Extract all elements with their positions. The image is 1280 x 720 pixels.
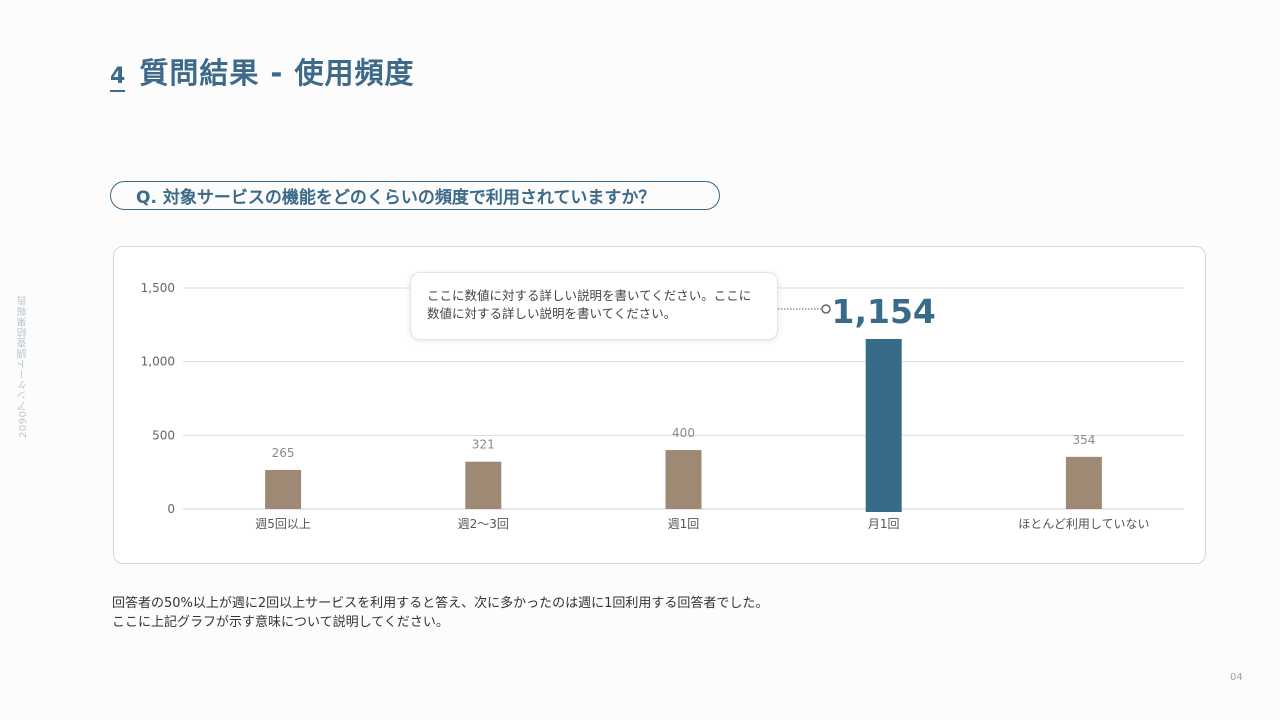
page-number: 04 bbox=[1230, 672, 1243, 683]
summary-line-2: ここに上記グラフが示す意味について説明してください。 bbox=[112, 615, 449, 630]
bar bbox=[865, 338, 902, 512]
bar bbox=[265, 469, 302, 509]
summary-line-1: 回答者の50%以上が週に2回以上サービスを利用すると答え、次に多かったのは週に1… bbox=[112, 596, 769, 611]
page-title: 質問結果 - 使用頻度 bbox=[139, 56, 415, 90]
data-label: 354 bbox=[1072, 433, 1095, 447]
page-header: 4 質問結果 - 使用頻度 bbox=[110, 50, 415, 92]
question-pill: Q. 対象サービスの機能をどのくらいの頻度で利用されていますか？ bbox=[110, 181, 720, 210]
x-tick-label: 月1回 bbox=[868, 517, 900, 531]
summary-text: 回答者の50%以上が週に2回以上サービスを利用すると答え、次に多かったのは週に1… bbox=[112, 594, 768, 632]
data-label: 321 bbox=[472, 438, 495, 452]
data-label: 400 bbox=[672, 426, 695, 440]
x-tick-label: 週2～3回 bbox=[458, 517, 509, 531]
data-label: 265 bbox=[272, 446, 295, 460]
y-tick-label: 500 bbox=[152, 428, 175, 442]
x-tick-label: 週1回 bbox=[668, 517, 700, 531]
bar bbox=[665, 450, 702, 509]
x-tick-label: 週5回以上 bbox=[255, 517, 311, 531]
y-tick-label: 0 bbox=[167, 502, 175, 516]
chart-data-labels: 265 321 400 1,154 354 bbox=[272, 292, 1096, 460]
chart-x-axis: 週5回以上 週2～3回 週1回 月1回 ほとんど利用していない bbox=[255, 517, 1149, 531]
x-tick-label: ほとんど利用していない bbox=[1018, 517, 1149, 531]
section-number: 4 bbox=[110, 66, 126, 92]
callout-box: ここに数値に対する詳しい説明を書いてください。ここに数値に対する詳しい説明を書い… bbox=[410, 272, 778, 340]
callout-connector bbox=[778, 304, 831, 314]
bar bbox=[1065, 456, 1102, 509]
chart-bars bbox=[265, 338, 1102, 512]
y-tick-label: 1,500 bbox=[141, 281, 175, 295]
y-tick-label: 1,000 bbox=[141, 355, 175, 369]
callout-marker bbox=[821, 304, 831, 314]
data-label-highlight: 1,154 bbox=[832, 292, 936, 331]
chart-y-axis: 0 500 1,000 1,500 bbox=[141, 281, 175, 516]
bar bbox=[465, 461, 502, 509]
